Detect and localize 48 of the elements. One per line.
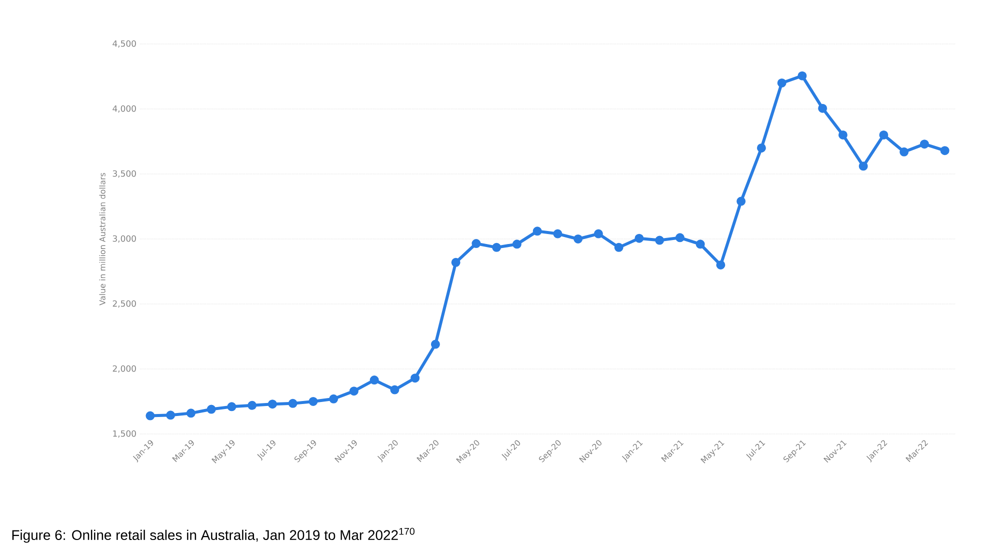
point: [675, 233, 684, 242]
point: [390, 385, 400, 394]
point: [349, 386, 358, 396]
y-tick-label: 1,500: [113, 430, 136, 438]
y-tick-label: 2,000: [112, 365, 136, 373]
point: [634, 234, 644, 243]
point: [716, 260, 726, 270]
y-tick-label: 4,500: [112, 40, 136, 48]
point: [736, 196, 746, 206]
point: [532, 226, 542, 236]
point: [798, 71, 807, 80]
point: [166, 410, 176, 420]
point: [288, 398, 298, 408]
point: [655, 236, 664, 245]
y-tick-label: 3,500: [112, 170, 136, 178]
y-tick-label: 3,000: [112, 235, 136, 243]
point: [879, 130, 888, 140]
point: [696, 240, 705, 249]
point: [553, 229, 562, 238]
point: [594, 229, 603, 238]
point: [248, 400, 257, 410]
point: [206, 404, 216, 414]
point: [614, 242, 624, 252]
point: [370, 376, 379, 385]
point: [838, 130, 848, 140]
point: [451, 258, 460, 267]
point: [900, 147, 909, 156]
point: [756, 143, 766, 152]
text: Figure 6: Online retail sales in Australia, Jan 2019 to Mar 2022$^{170}$: [12, 528, 414, 543]
point: [858, 162, 868, 171]
point: [818, 104, 828, 113]
point: [430, 340, 440, 349]
point: [186, 408, 196, 418]
point: [146, 411, 155, 420]
point: [492, 242, 502, 252]
point: [472, 239, 481, 248]
point: [227, 402, 236, 412]
point: [920, 140, 929, 149]
y-tick-label: 2,500: [112, 300, 136, 308]
point: [410, 374, 420, 383]
point: [308, 396, 318, 406]
point: [512, 240, 522, 249]
point: [574, 234, 583, 244]
point: [268, 400, 277, 409]
y-tick-label: 4,000: [112, 105, 136, 113]
point: [329, 394, 338, 404]
point: [777, 78, 786, 88]
point: [940, 146, 950, 156]
